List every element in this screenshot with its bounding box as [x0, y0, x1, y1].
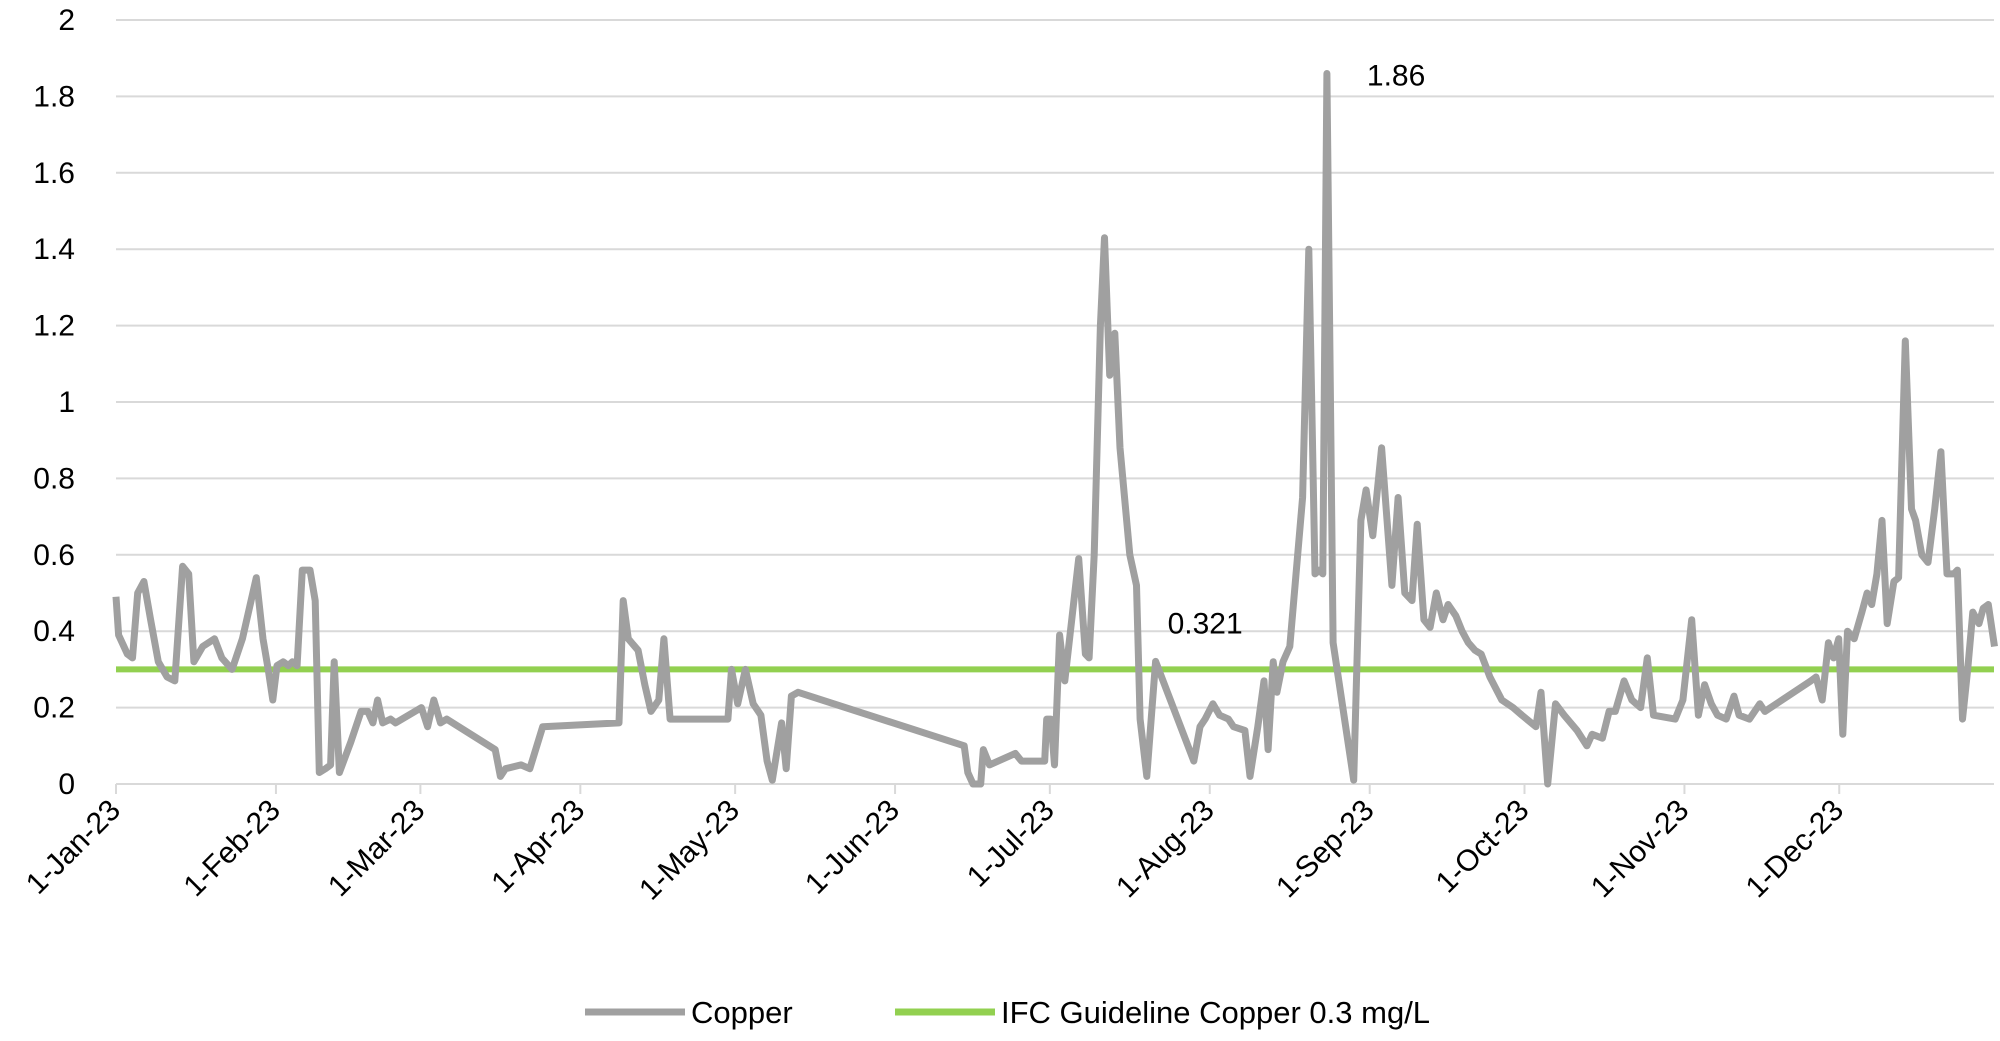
data-label: 1.86 [1367, 59, 1425, 92]
x-tick-label: 1-Sep-23 [1270, 794, 1381, 905]
y-tick-label: 1.2 [33, 310, 75, 343]
y-tick-label: 0.4 [33, 615, 75, 648]
x-tick-label: 1-Apr-23 [485, 794, 591, 900]
y-tick-label: 0 [58, 768, 75, 801]
legend-label: IFC Guideline Copper 0.3 mg/L [1001, 995, 1430, 1030]
y-axis-ticks: 0 0.2 0.4 0.6 0.8 1 1.2 1.4 1.6 1.8 2 [33, 4, 75, 801]
x-tick-label: 1-Dec-23 [1740, 794, 1851, 905]
x-tick-label: 1-Oct-23 [1430, 794, 1536, 900]
gridlines [116, 19, 1994, 785]
series-layer [112, 70, 1998, 788]
x-tick-label: 1-May-23 [633, 794, 746, 907]
copper-series-line [112, 70, 1998, 788]
x-tick-label: 1-Nov-23 [1585, 794, 1696, 905]
x-tick-label: 1-Jun-23 [799, 794, 906, 901]
y-tick-label: 0.2 [33, 692, 75, 725]
legend: Copper IFC Guideline Copper 0.3 mg/L [585, 995, 1430, 1030]
legend-label: Copper [691, 995, 793, 1030]
x-tick-label: 1-Aug-23 [1110, 794, 1221, 905]
y-tick-label: 1 [58, 386, 75, 419]
x-axis-ticks: 1-Jan-23 1-Feb-23 1-Mar-23 1-Apr-23 1-May-23… [20, 784, 1850, 907]
x-tick-label: 1-Mar-23 [322, 794, 431, 903]
y-tick-label: 1.8 [33, 80, 75, 113]
x-tick-label: 1-Feb-23 [177, 794, 286, 903]
annotations: 1.86 0.321 [1168, 59, 1426, 640]
x-tick-label: 1-Jul-23 [961, 794, 1061, 894]
y-tick-label: 2 [58, 4, 75, 37]
data-label: 0.321 [1168, 607, 1243, 640]
y-tick-label: 1.4 [33, 233, 75, 266]
y-tick-label: 0.8 [33, 462, 75, 495]
y-tick-label: 1.6 [33, 157, 75, 190]
y-tick-label: 0.6 [33, 539, 75, 572]
x-tick-label: 1-Jan-23 [20, 794, 127, 901]
